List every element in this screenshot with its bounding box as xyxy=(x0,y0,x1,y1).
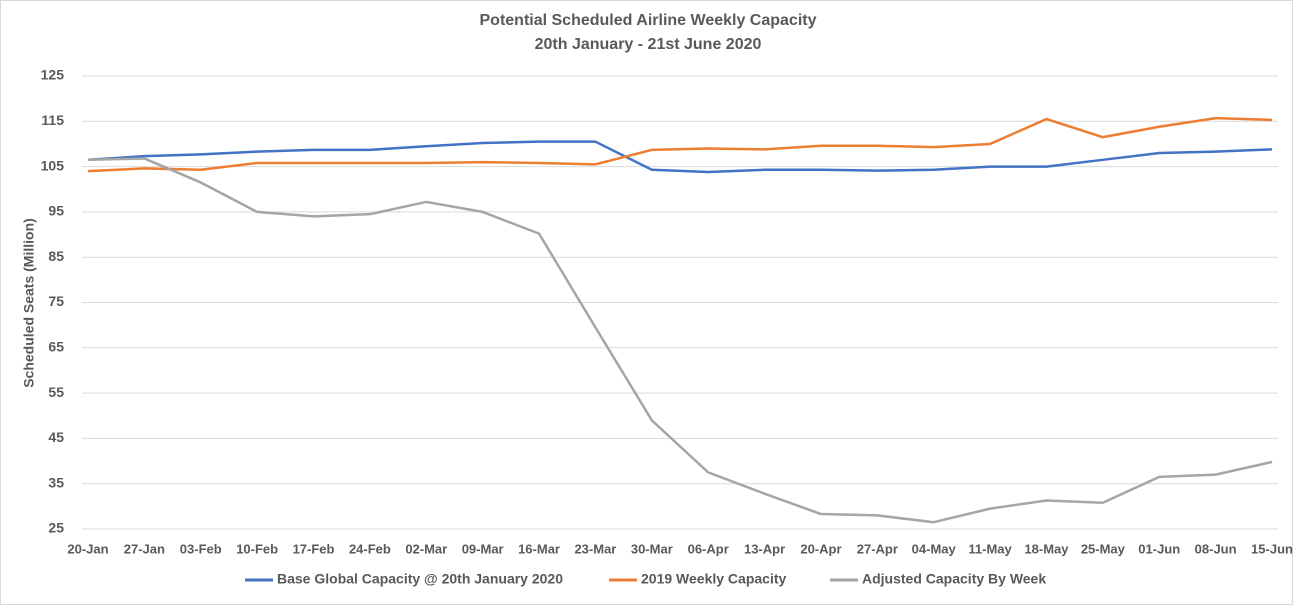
x-tick-label: 27-Apr xyxy=(857,541,898,556)
x-tick-label: 11-May xyxy=(968,541,1012,556)
series-line xyxy=(87,116,1273,173)
x-tick-label: 24-Feb xyxy=(349,541,391,556)
x-tick-label: 17-Feb xyxy=(293,541,335,556)
chart-title: Potential Scheduled Airline Weekly Capac… xyxy=(480,12,817,29)
y-tick-label: 125 xyxy=(41,67,65,83)
x-tick-label: 30-Mar xyxy=(631,541,673,556)
y-tick-label: 55 xyxy=(48,384,64,400)
y-tick-label: 25 xyxy=(48,520,64,536)
x-tick-label: 04-May xyxy=(912,541,957,556)
x-tick-label: 10-Feb xyxy=(236,541,278,556)
y-tick-label: 85 xyxy=(48,248,64,264)
x-tick-label: 02-Mar xyxy=(405,541,447,556)
y-tick-label: 35 xyxy=(48,474,64,490)
y-tick-label: 65 xyxy=(48,339,64,355)
x-tick-label: 18-May xyxy=(1024,541,1069,556)
x-tick-label: 25-May xyxy=(1081,541,1126,556)
series-line xyxy=(87,157,1273,524)
x-tick-label: 15-Jun xyxy=(1251,541,1293,556)
legend-label: Base Global Capacity @ 20th January 2020 xyxy=(277,571,563,587)
x-tick-label: 03-Feb xyxy=(180,541,222,556)
y-tick-label: 115 xyxy=(41,112,64,128)
x-tick-label: 23-Mar xyxy=(574,541,616,556)
x-tick-label: 16-Mar xyxy=(518,541,560,556)
y-tick-label: 95 xyxy=(48,203,64,219)
y-axis-label: Scheduled Seats (Million) xyxy=(21,218,37,388)
legend-label: 2019 Weekly Capacity xyxy=(641,571,786,587)
chart-subtitle: 20th January - 21st June 2020 xyxy=(535,36,762,53)
x-tick-label: 20-Apr xyxy=(800,541,841,556)
x-tick-label: 01-Jun xyxy=(1138,541,1180,556)
series-line xyxy=(87,140,1273,174)
x-tick-label: 06-Apr xyxy=(688,541,729,556)
x-tick-label: 27-Jan xyxy=(124,541,165,556)
x-tick-label: 13-Apr xyxy=(744,541,785,556)
legend-label: Adjusted Capacity By Week xyxy=(862,571,1046,587)
y-tick-label: 45 xyxy=(48,429,64,445)
x-tick-label: 20-Jan xyxy=(67,541,108,556)
x-tick-label: 09-Mar xyxy=(462,541,504,556)
y-tick-label: 105 xyxy=(41,157,65,173)
x-tick-label: 08-Jun xyxy=(1195,541,1237,556)
y-tick-label: 75 xyxy=(48,293,64,309)
